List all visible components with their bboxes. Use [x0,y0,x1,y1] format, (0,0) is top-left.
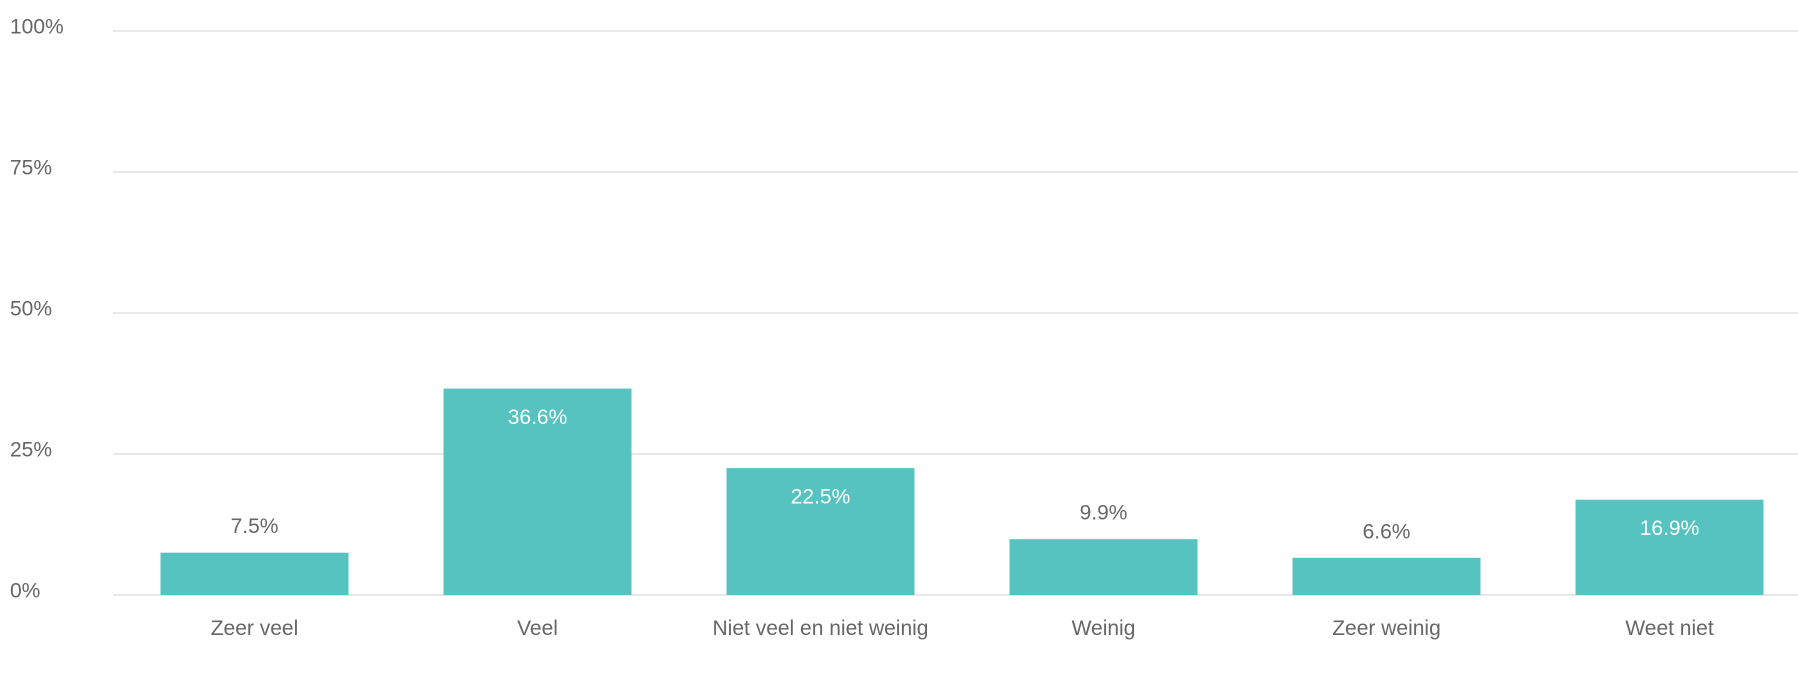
bar [726,468,915,595]
x-tick-label: Zeer veel [210,617,299,640]
bar [1292,557,1481,595]
value-label: 9.9% [1080,502,1128,525]
y-tick-label: 75% [10,157,52,180]
value-label: 22.5% [791,486,851,509]
bar [1009,539,1198,595]
x-tick-label: Weet niet [1625,617,1714,640]
y-tick-label: 100% [10,16,64,39]
y-tick-label: 50% [10,298,52,321]
x-tick-label: Veel [517,617,558,640]
x-tick-label: Zeer weinig [1332,617,1441,640]
bar [443,388,632,595]
x-tick-label: Niet veel en niet weinig [712,617,929,640]
y-tick-label: 25% [10,439,52,462]
value-label: 6.6% [1363,520,1411,543]
bar [160,552,349,595]
y-tick-label: 0% [10,580,40,603]
bar [1575,499,1764,595]
x-tick-label: Weinig [1071,617,1136,640]
value-label: 36.6% [508,406,568,429]
value-label: 16.9% [1640,517,1700,540]
value-label: 7.5% [231,515,279,538]
